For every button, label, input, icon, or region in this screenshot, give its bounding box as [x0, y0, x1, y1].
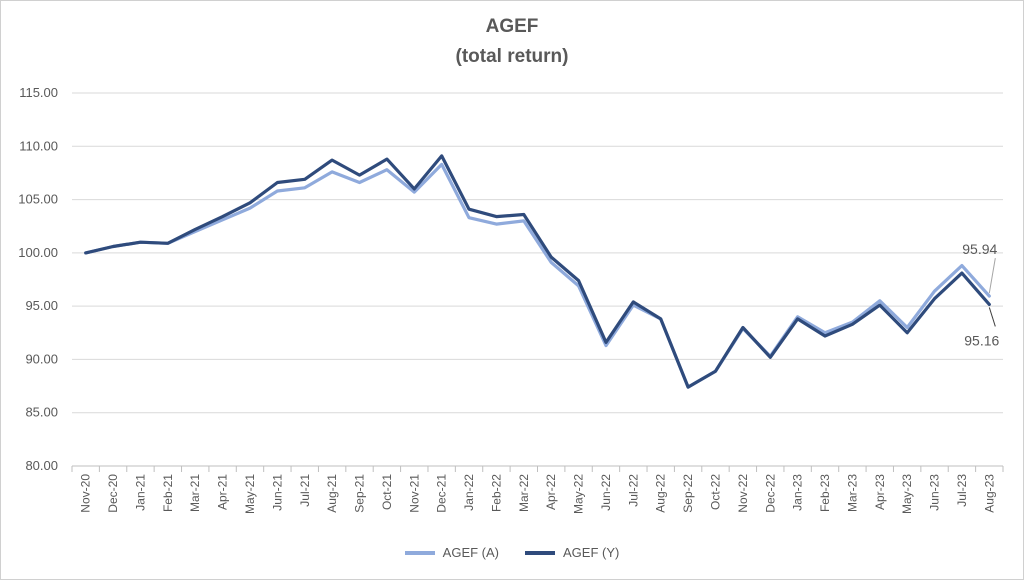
y-tick-label: 110.00 [19, 138, 58, 153]
x-tick-label: Apr-23 [873, 474, 887, 510]
end-label-a: 95.94 [962, 241, 997, 257]
y-tick-label: 80.00 [25, 458, 58, 473]
x-tick-label: Nov-22 [736, 474, 750, 513]
x-tick-label: Sep-21 [353, 474, 367, 513]
x-tick-label: Feb-21 [161, 474, 175, 512]
chart-title: AGEF [485, 16, 539, 37]
x-tick-label: Feb-23 [818, 474, 832, 512]
y-tick-label: 90.00 [25, 351, 58, 366]
x-tick-label: Jul-21 [298, 474, 312, 507]
y-tick-label: 95.00 [25, 298, 58, 313]
x-tick-label: Apr-22 [544, 474, 558, 510]
x-tick-label: Feb-22 [489, 474, 503, 512]
leader-line-a [988, 258, 996, 294]
chart-subtitle: (total return) [455, 46, 569, 67]
series-line-a [84, 162, 991, 389]
legend-item-y: AGEF (Y) [525, 545, 619, 560]
x-tick-label: Jan-23 [791, 474, 805, 511]
x-tick-label: Oct-21 [380, 474, 394, 510]
y-tick-label: 115.00 [19, 85, 58, 100]
legend-item-a: AGEF (A) [404, 545, 499, 560]
x-tick-label: Mar-22 [517, 474, 531, 512]
line-chart: 80.00 85.00 90.00 95.00 100.00 105.00 110.00 11… [18, 85, 1004, 514]
x-tick-label: Sep-22 [681, 474, 695, 513]
x-tick-label: Apr-21 [216, 474, 230, 510]
x-tick-label: Aug-21 [325, 474, 339, 513]
x-tick-label: May-22 [572, 474, 586, 514]
x-tick-label: Jul-23 [955, 474, 969, 507]
legend-label-a: AGEF (A) [442, 545, 499, 560]
x-tick-label: Mar-23 [845, 474, 859, 512]
legend-swatch-y [525, 550, 555, 555]
x-tick-label: Dec-20 [106, 474, 120, 513]
x-tick-label: Jun-22 [599, 474, 613, 511]
x-tick-label: Oct-22 [708, 474, 722, 510]
x-tick-label: Jan-21 [133, 474, 147, 511]
x-tick-label: Nov-21 [407, 474, 421, 513]
x-tick-label: Dec-22 [763, 474, 777, 513]
x-tick-label: Nov-20 [79, 474, 93, 513]
x-tick-label: Mar-21 [188, 474, 202, 512]
x-tick-label: Jul-22 [626, 474, 640, 507]
series-line-y [84, 154, 991, 389]
legend-label-y: AGEF (Y) [563, 545, 620, 560]
x-tick-label: May-23 [900, 474, 914, 514]
x-tick-label: Jun-21 [270, 474, 284, 511]
x-tick-label: May-21 [243, 474, 257, 514]
x-tick-label: Jun-23 [928, 474, 942, 511]
y-tick-label: 105.00 [18, 192, 58, 207]
y-tick-label: 100.00 [18, 245, 58, 260]
x-tick-label: Jan-22 [462, 474, 476, 511]
y-tick-label: 85.00 [25, 405, 58, 420]
x-tick-label: Aug-23 [982, 474, 996, 513]
end-label-y: 95.16 [964, 332, 999, 348]
x-tick-label: Aug-22 [654, 474, 668, 513]
leader-line-y [988, 307, 996, 327]
legend-swatch-a [404, 550, 435, 555]
legend: AGEF (A) AGEF (Y) [0, 545, 1024, 560]
x-tick-label: Dec-21 [435, 474, 449, 513]
